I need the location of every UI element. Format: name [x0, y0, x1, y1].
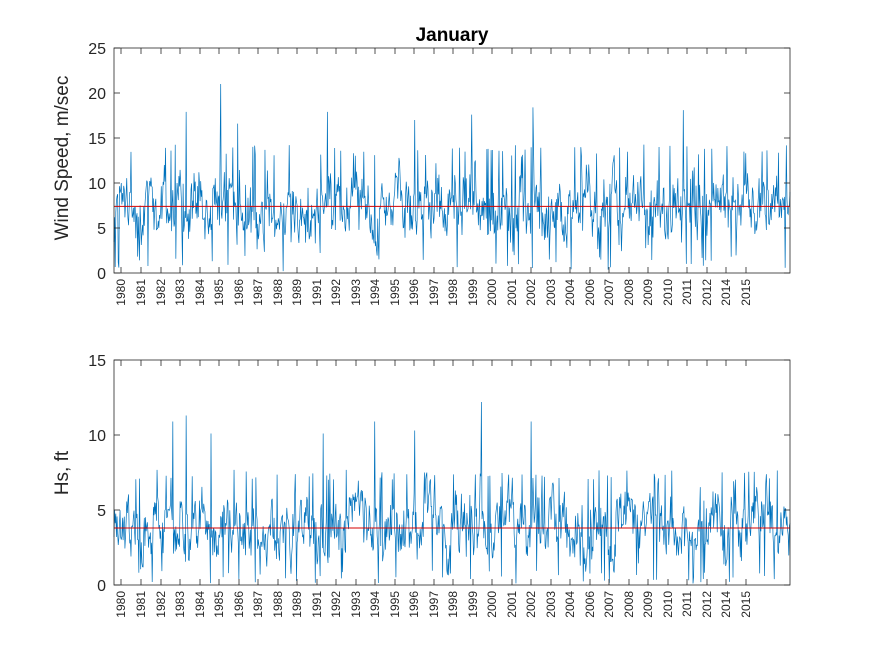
x-tick-label: 2010 — [661, 279, 675, 306]
x-tick-label: 1981 — [134, 279, 148, 306]
x-tick-label: 1983 — [173, 591, 187, 618]
x-tick-label: 2000 — [485, 279, 499, 306]
x-tick-label: 1983 — [173, 279, 187, 306]
x-tick-label: 1984 — [193, 279, 207, 306]
x-tick-label: 2011 — [680, 279, 694, 305]
x-tick-label: 2008 — [622, 279, 636, 306]
x-tick-label: 1993 — [349, 279, 363, 306]
x-tick-label: 1982 — [154, 279, 168, 306]
x-tick-label: 1985 — [212, 591, 226, 618]
x-tick-label: 2015 — [739, 591, 753, 618]
x-tick-label: 2001 — [505, 591, 519, 618]
x-tick-label: 2012 — [700, 279, 714, 306]
x-tick-label: 1999 — [466, 279, 480, 306]
x-tick-label: 1989 — [290, 279, 304, 306]
hs-axes-box — [113, 359, 791, 586]
x-tick-label: 1988 — [271, 279, 285, 306]
x-tick-label: 1982 — [154, 591, 168, 618]
x-tick-label: 1988 — [271, 591, 285, 618]
x-tick-label: 1987 — [251, 279, 265, 306]
x-tick-label: 1995 — [388, 591, 402, 618]
x-tick-label: 1995 — [388, 279, 402, 306]
y-tick-label: 0 — [97, 266, 106, 283]
wind-speed-panel: Wind Speed, m/sec 0 5 10 15 20 25 1980 1981 1982… — [52, 41, 791, 306]
wind-speed-axes-box — [113, 47, 791, 274]
x-tick-label: 1996 — [407, 591, 421, 618]
y-tick-label: 5 — [97, 221, 106, 238]
x-tick-label: 1997 — [427, 591, 441, 618]
y-tick-label: 25 — [88, 41, 106, 58]
x-tick-label: 1984 — [193, 591, 207, 618]
x-tick-label: 1998 — [446, 591, 460, 618]
x-tick-label: 2000 — [485, 591, 499, 618]
y-tick-label: 15 — [88, 131, 106, 148]
x-tick-label: 2009 — [641, 279, 655, 306]
hs-panel: Hs, ft 0 5 10 15 1980 1981 1982 1983 1984 1985 198… — [52, 353, 791, 618]
x-tick-label: 2014 — [719, 591, 733, 618]
hs-y-axis-label: Hs, ft — [52, 450, 73, 495]
x-tick-label: 2002 — [524, 279, 538, 306]
x-tick-label: 1991 — [310, 279, 324, 306]
y-tick-label: 20 — [88, 86, 106, 103]
x-tick-label: 2001 — [505, 279, 519, 306]
wind-speed-y-axis-label: Wind Speed, m/sec — [52, 76, 73, 241]
x-tick-label: 1994 — [368, 591, 382, 618]
x-tick-label: 2002 — [524, 591, 538, 618]
x-tick-label: 2010 — [661, 591, 675, 618]
x-tick-label: 2014 — [719, 279, 733, 306]
x-tick-label: 1980 — [114, 591, 128, 618]
x-tick-label: 2012 — [700, 591, 714, 618]
x-tick-label: 2007 — [602, 279, 616, 306]
x-tick-label: 1998 — [446, 279, 460, 306]
x-tick-label: 1993 — [349, 591, 363, 618]
chart-title: January — [416, 25, 489, 46]
y-tick-label: 10 — [88, 428, 106, 445]
y-tick-label: 15 — [88, 353, 106, 370]
x-tick-label: 2006 — [583, 591, 597, 618]
x-tick-label: 1986 — [232, 279, 246, 306]
x-tick-label: 1989 — [290, 591, 304, 618]
x-tick-label: 2011 — [680, 591, 694, 617]
x-tick-label: 1994 — [368, 279, 382, 306]
x-tick-label: 2008 — [622, 591, 636, 618]
x-tick-label: 1980 — [114, 279, 128, 306]
x-tick-label: 1981 — [134, 591, 148, 618]
hs-series-line — [113, 401, 791, 584]
x-tick-label: 2007 — [602, 591, 616, 618]
y-tick-label: 5 — [97, 503, 106, 520]
x-tick-label: 1986 — [232, 591, 246, 618]
x-tick-label: 2004 — [563, 591, 577, 618]
x-tick-label: 1992 — [329, 591, 343, 618]
x-tick-label: 1996 — [407, 279, 421, 306]
x-tick-label: 2004 — [563, 279, 577, 306]
x-tick-label: 2003 — [544, 279, 558, 306]
y-tick-label: 0 — [97, 578, 106, 595]
x-tick-label: 2015 — [739, 279, 753, 306]
x-tick-label: 1991 — [310, 591, 324, 618]
x-tick-label: 1985 — [212, 279, 226, 306]
x-tick-label: 1992 — [329, 279, 343, 306]
y-tick-label: 10 — [88, 176, 106, 193]
wind-speed-series-line — [113, 83, 791, 272]
x-tick-label: 2003 — [544, 591, 558, 618]
x-tick-label: 1997 — [427, 279, 441, 306]
x-tick-label: 1999 — [466, 591, 480, 618]
x-tick-label: 1987 — [251, 591, 265, 618]
x-tick-label: 2006 — [583, 279, 597, 306]
x-tick-label: 2009 — [641, 591, 655, 618]
